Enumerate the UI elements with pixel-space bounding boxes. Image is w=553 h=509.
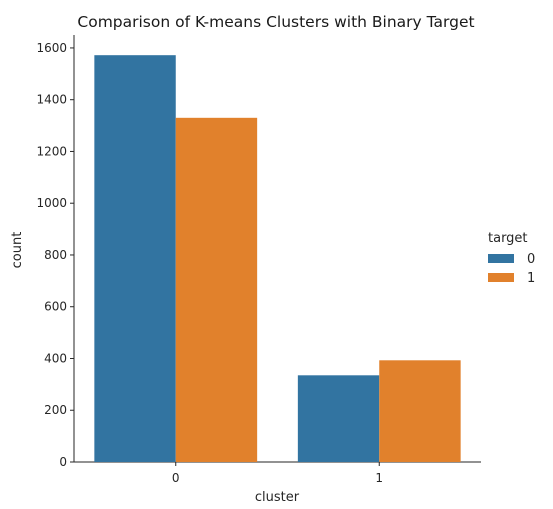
legend-swatch-0 — [488, 254, 514, 263]
bar-cluster-0-target-1 — [175, 117, 258, 462]
y-tick-label: 1200 — [36, 144, 67, 158]
legend-label-0: 0 — [527, 252, 535, 267]
y-axis: 0 200 400 600 800 1000 1200 1400 1600 — [36, 35, 75, 469]
y-tick-label: 1400 — [36, 93, 67, 107]
legend-label-1: 1 — [527, 271, 535, 286]
y-tick-label: 1600 — [36, 41, 67, 55]
legend-swatch-1 — [488, 273, 514, 282]
bar-cluster-0-target-0 — [94, 55, 176, 462]
bar-cluster-1-target-0 — [297, 375, 380, 462]
y-tick-label: 1000 — [36, 196, 67, 210]
bars — [94, 55, 461, 462]
y-tick-label: 200 — [44, 403, 67, 417]
bar-cluster-1-target-1 — [379, 360, 461, 462]
y-axis-label: count — [10, 232, 25, 269]
x-tick-label: 1 — [375, 471, 383, 485]
y-tick-label: 0 — [59, 455, 67, 469]
legend-title: target — [488, 231, 528, 246]
y-tick-label: 400 — [44, 351, 67, 365]
legend: target 0 1 — [488, 231, 535, 286]
x-axis-label: cluster — [255, 490, 300, 505]
y-tick-label: 800 — [44, 248, 67, 262]
y-tick-label: 600 — [44, 300, 67, 314]
chart-title: Comparison of K-means Clusters with Bina… — [77, 13, 474, 31]
x-tick-label: 0 — [172, 471, 180, 485]
